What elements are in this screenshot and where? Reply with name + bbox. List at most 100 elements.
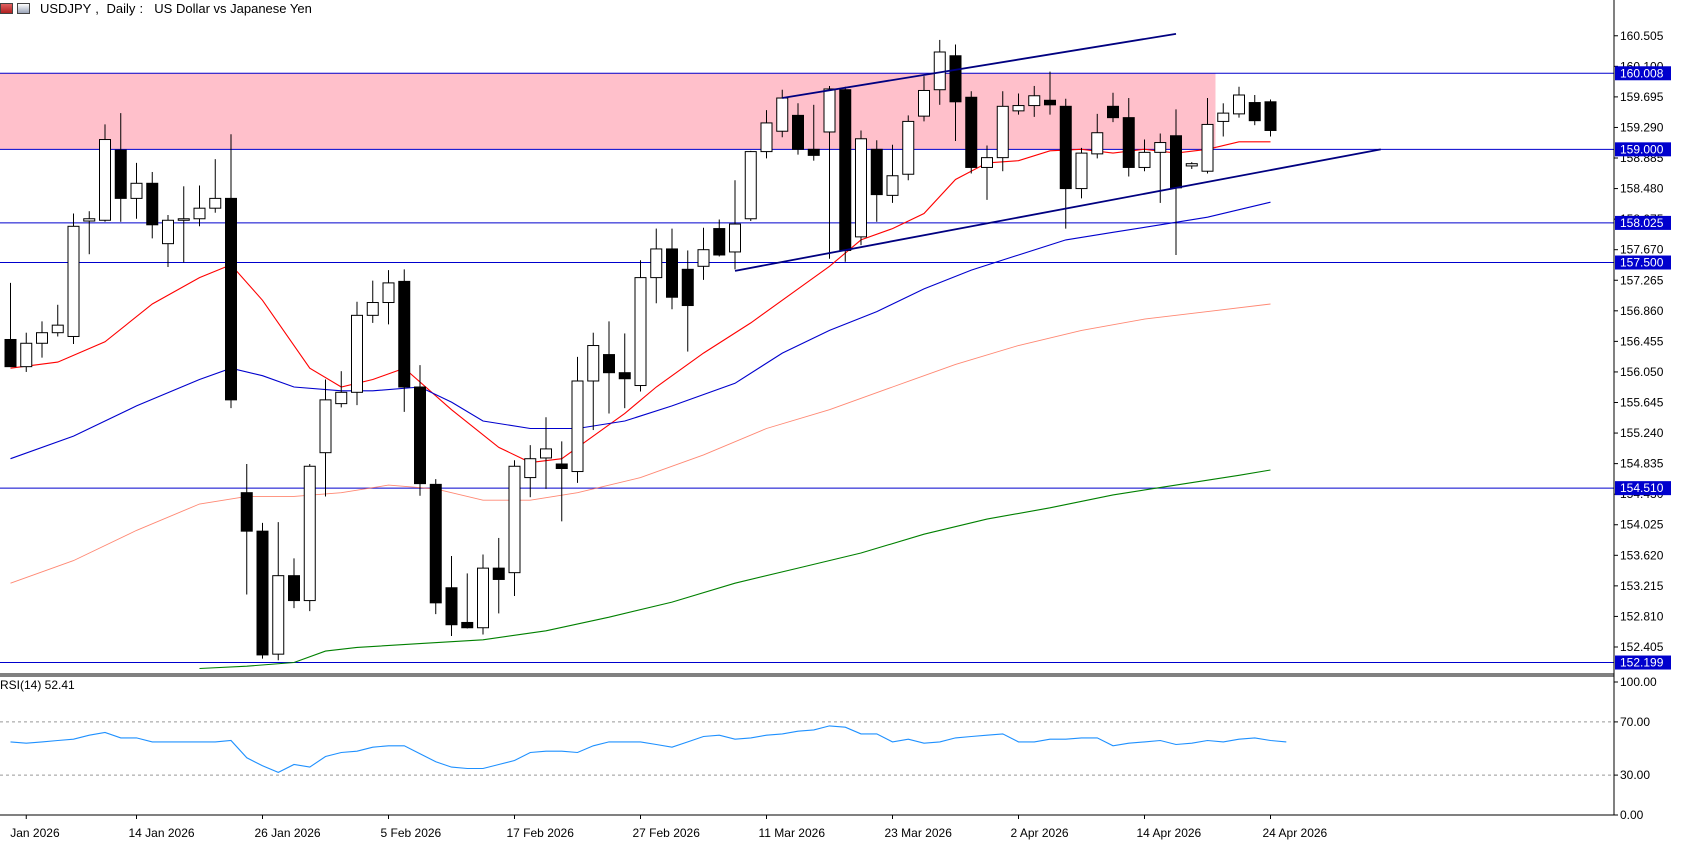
candle-body-bull <box>918 89 930 117</box>
candle <box>288 558 300 609</box>
candle-body-bear <box>1044 99 1056 106</box>
candle-body-bull <box>335 391 348 405</box>
candle <box>571 356 584 483</box>
candle-body-bull <box>508 465 521 574</box>
moving-average-fast <box>10 141 1271 464</box>
candle <box>335 371 348 408</box>
candle-body-bull <box>697 249 710 267</box>
candle <box>303 463 316 612</box>
candle <box>697 227 710 280</box>
candle-body-bull <box>477 567 489 629</box>
chart-window-icon[interactable] <box>17 2 30 14</box>
time-tick-label: 14 Jan 2026 <box>129 826 195 840</box>
price-tick-label: 157.670 <box>1620 243 1664 257</box>
candle <box>949 44 962 142</box>
candle-body-bull <box>729 223 741 253</box>
candle-body-bull <box>83 218 96 222</box>
candle <box>650 228 663 304</box>
candle-body-bull <box>67 225 80 337</box>
candle-body-bull <box>51 324 64 334</box>
candle <box>524 445 537 498</box>
candle <box>1075 147 1088 199</box>
candle-body-bull <box>351 314 363 393</box>
candle-body-bear <box>1248 102 1261 122</box>
price-tick-label: 154.835 <box>1620 457 1664 471</box>
candle-body-bull <box>1233 94 1245 115</box>
candle <box>1264 99 1277 137</box>
candle <box>902 115 915 181</box>
candle-body-bull <box>760 122 773 153</box>
candle <box>996 91 1009 172</box>
candle-body-bear <box>792 114 804 150</box>
candle <box>477 554 489 635</box>
level-label-bg <box>1615 255 1671 270</box>
candle-body-bear <box>618 372 631 380</box>
price-tick-label: 154.025 <box>1620 518 1664 532</box>
candle-body-bear <box>965 96 978 168</box>
candle-body-bull <box>1091 132 1104 155</box>
candle-body-bull <box>1185 163 1198 167</box>
candle <box>130 162 143 219</box>
candle <box>240 463 253 595</box>
candle <box>870 140 883 222</box>
candle-body-bull <box>36 332 48 344</box>
candle-body-bear <box>1107 105 1119 119</box>
candle-body-bear <box>146 182 159 226</box>
level-label: 159.000 <box>1620 142 1664 156</box>
candle-body-bear <box>398 280 411 388</box>
candle-body-bull <box>177 218 190 221</box>
candle-body-bull <box>130 182 143 199</box>
candle <box>1028 85 1041 117</box>
candle-body-bear <box>807 148 820 156</box>
candle-body-bear <box>114 149 127 199</box>
candle-body-bull <box>382 282 395 304</box>
price-axis-bg <box>1614 0 1685 845</box>
candle <box>256 522 269 659</box>
candle-body-bull <box>540 448 552 459</box>
candle <box>67 213 80 345</box>
level-label-bg <box>1615 655 1671 670</box>
candle <box>555 441 568 522</box>
moving-average-mid <box>10 201 1271 460</box>
price-tick-label: 157.265 <box>1620 273 1664 287</box>
candle <box>492 537 505 614</box>
candle <box>855 130 867 246</box>
level-label: 158.025 <box>1620 216 1664 230</box>
candle <box>807 104 820 161</box>
candle <box>729 180 741 270</box>
candle <box>445 556 458 637</box>
candle-body-bear <box>429 483 442 604</box>
candle-body-bull <box>20 342 33 368</box>
price-tick-label: 155.240 <box>1620 426 1664 440</box>
time-tick-label: 26 Jan 2026 <box>255 826 321 840</box>
candle <box>99 124 111 222</box>
candle <box>965 91 978 174</box>
candle-body-bull <box>366 302 379 316</box>
price-tick-label: 152.810 <box>1620 609 1664 623</box>
candle <box>162 214 174 268</box>
candle <box>886 144 899 203</box>
candle <box>1185 162 1198 169</box>
price-tick-label: 156.050 <box>1620 365 1664 379</box>
candle-body-bull <box>193 207 206 220</box>
candle-body-bear <box>870 148 883 196</box>
price-tick-label: 158.480 <box>1620 182 1664 196</box>
candle-body-bull <box>319 399 332 454</box>
candle-body-bull <box>1201 123 1214 172</box>
chart-menu-icon[interactable] <box>0 2 13 14</box>
candle-body-bull <box>1028 95 1041 107</box>
time-tick-label: 5 Feb 2026 <box>381 826 442 840</box>
chart-timeframe: Daily <box>106 0 136 16</box>
candle-body-bear <box>681 268 694 307</box>
candle-body-bear <box>1264 101 1277 131</box>
candle <box>1248 95 1261 126</box>
rsi-tick-label: 100.00 <box>1620 675 1657 689</box>
candle <box>366 280 379 323</box>
level-label: 154.510 <box>1620 481 1664 495</box>
rsi-line <box>10 725 1287 774</box>
rsi-tick-label: 70.00 <box>1620 715 1650 729</box>
channel-lower-line <box>734 148 1381 272</box>
candle-body-bull <box>1154 142 1167 153</box>
candle <box>319 379 332 497</box>
